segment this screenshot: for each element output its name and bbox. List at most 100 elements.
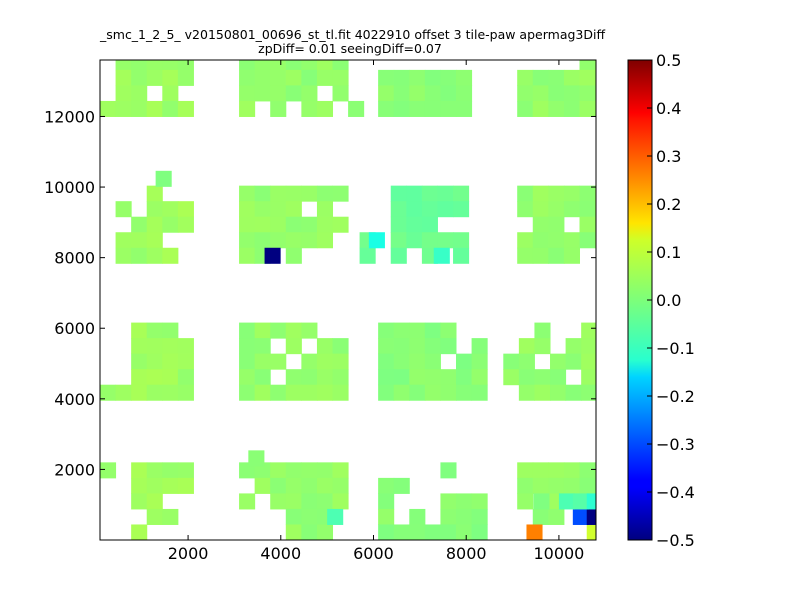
heatmap-cell bbox=[579, 100, 596, 117]
heatmap-cell bbox=[532, 477, 549, 494]
heatmap-cell bbox=[456, 100, 473, 117]
heatmap-cell bbox=[239, 384, 256, 401]
heatmap-cell bbox=[517, 100, 534, 117]
heatmap-cell bbox=[550, 353, 567, 370]
x-tick-label: 10000 bbox=[533, 544, 584, 563]
heatmap-cell bbox=[301, 369, 318, 386]
heatmap-cell bbox=[301, 69, 318, 86]
heatmap-cell bbox=[285, 201, 302, 218]
heatmap-cell bbox=[131, 247, 148, 264]
heatmap-cell bbox=[131, 60, 148, 71]
heatmap-cell bbox=[146, 216, 163, 233]
heatmap-cell bbox=[270, 69, 287, 86]
heatmap-cell bbox=[115, 384, 132, 401]
heatmap-cell bbox=[378, 384, 395, 401]
heatmap-cell bbox=[406, 216, 423, 233]
heatmap-cell bbox=[453, 247, 470, 264]
heatmap-cell bbox=[254, 201, 271, 218]
x-tick-label: 8000 bbox=[446, 544, 487, 563]
heatmap-cell bbox=[301, 477, 318, 494]
heatmap-cell bbox=[424, 100, 441, 117]
heatmap-cell bbox=[285, 524, 302, 540]
heatmap-cell bbox=[378, 69, 395, 86]
heatmap-cell bbox=[563, 201, 580, 218]
heatmap-cell bbox=[285, 477, 302, 494]
heatmap-cell bbox=[579, 232, 596, 249]
heatmap-cell bbox=[316, 524, 334, 540]
heatmap-cell bbox=[579, 185, 596, 202]
heatmap-cell bbox=[409, 508, 426, 525]
heatmap-cell bbox=[239, 338, 256, 355]
heatmap-cell bbox=[316, 232, 334, 249]
heatmap-cell bbox=[162, 69, 179, 86]
heatmap-cell bbox=[146, 247, 163, 264]
heatmap-cell bbox=[177, 60, 194, 71]
heatmap-cell bbox=[393, 369, 410, 386]
heatmap-cell bbox=[424, 322, 441, 339]
heatmap-cell bbox=[532, 232, 549, 249]
heatmap-cell bbox=[239, 247, 256, 264]
heatmap-cell bbox=[131, 353, 148, 370]
x-axis: 2000 4000 6000 8000 10000 bbox=[168, 60, 584, 563]
heatmap-cell bbox=[146, 185, 163, 202]
heatmap-cell bbox=[471, 493, 488, 510]
heatmap-cell bbox=[332, 185, 349, 202]
heatmap-cell bbox=[548, 85, 565, 102]
heatmap-cell bbox=[424, 85, 441, 102]
heatmap-cell bbox=[532, 69, 549, 86]
heatmap-cell bbox=[565, 338, 582, 355]
heatmap-cell bbox=[162, 508, 179, 525]
heatmap-cell bbox=[316, 100, 334, 117]
heatmap-cell bbox=[316, 201, 334, 218]
heatmap-cell bbox=[332, 477, 349, 494]
heatmap-cell bbox=[316, 369, 334, 386]
heatmap-cell bbox=[581, 353, 596, 370]
heatmap-cell bbox=[316, 60, 334, 71]
heatmap-cell bbox=[378, 508, 395, 525]
heatmap-cell bbox=[316, 493, 334, 510]
heatmap-cell bbox=[548, 100, 565, 117]
heatmap-cell bbox=[393, 100, 410, 117]
heatmap-cell bbox=[270, 232, 287, 249]
heatmap-cell bbox=[301, 384, 318, 401]
heatmap-cell bbox=[301, 322, 318, 339]
heatmap-cell bbox=[239, 69, 256, 86]
heatmap-cell bbox=[131, 216, 148, 233]
heatmap-cell bbox=[579, 201, 596, 218]
heatmap-cell bbox=[440, 322, 457, 339]
colorbar-tick-label: −0.2 bbox=[656, 387, 695, 406]
heatmap-cell bbox=[456, 69, 473, 86]
heatmap-cell bbox=[517, 462, 534, 479]
heatmap-cell bbox=[332, 69, 349, 86]
heatmap-cell bbox=[409, 338, 426, 355]
heatmap-cell bbox=[239, 353, 256, 370]
heatmap-cell bbox=[440, 338, 457, 355]
heatmap-cell bbox=[548, 508, 565, 525]
chart-title: _smc_1_2_5_ v20150801_00696_st_tl.fit 40… bbox=[100, 27, 606, 42]
heatmap-cell bbox=[270, 60, 287, 71]
heatmap-cell bbox=[378, 477, 395, 494]
heatmap-cell bbox=[409, 353, 426, 370]
x-tick-label: 4000 bbox=[260, 544, 301, 563]
heatmap-cell bbox=[406, 201, 423, 218]
heatmap-cell bbox=[518, 353, 535, 370]
heatmap-cell bbox=[359, 247, 376, 264]
heatmap-cell bbox=[332, 493, 349, 510]
heatmap-cell bbox=[270, 493, 287, 510]
heatmap-cell bbox=[517, 201, 534, 218]
heatmap-cell bbox=[301, 353, 318, 370]
heatmap-cell bbox=[131, 477, 148, 494]
heatmap-cell bbox=[456, 524, 473, 540]
heatmap-cell bbox=[146, 462, 163, 479]
heatmap-cell bbox=[378, 338, 395, 355]
heatmap-cell bbox=[550, 384, 567, 401]
heatmap-cell bbox=[534, 322, 551, 339]
heatmap-cell bbox=[548, 232, 565, 249]
y-tick-label: 4000 bbox=[54, 390, 95, 409]
heatmap-cell bbox=[270, 322, 287, 339]
heatmap-cell bbox=[440, 462, 457, 479]
heatmap-cell bbox=[424, 338, 441, 355]
heatmap-cell bbox=[270, 462, 287, 479]
heatmap-cell bbox=[239, 232, 256, 249]
heatmap-cell bbox=[285, 369, 302, 386]
